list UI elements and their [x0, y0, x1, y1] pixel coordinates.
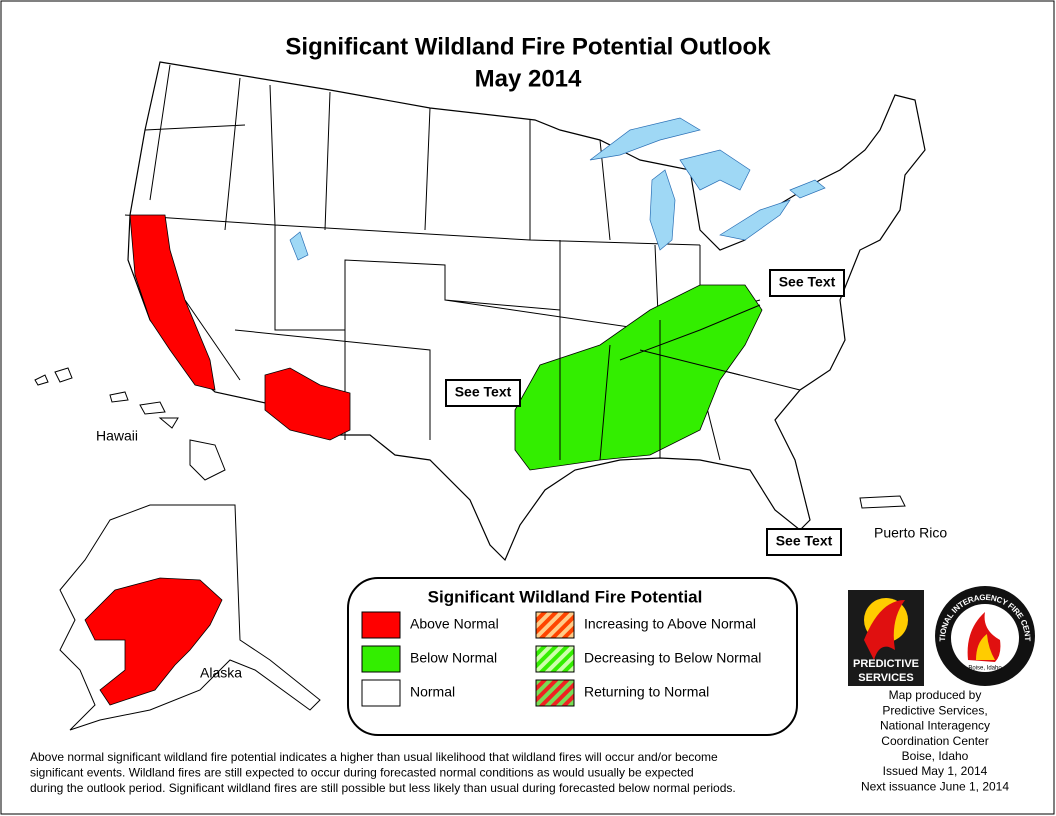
see-text: See Text	[455, 384, 512, 400]
credit-line: Map produced by	[889, 688, 982, 702]
footnote-line: significant events. Wildland fires are s…	[30, 766, 694, 780]
puerto-rico	[859, 495, 906, 509]
hawaii-islands	[34, 367, 226, 481]
legend-swatch	[361, 679, 401, 707]
credit-line: Coordination Center	[881, 734, 988, 748]
see-text-box: See Text	[769, 269, 845, 297]
above-normal-california	[129, 214, 216, 391]
above-normal-arizona	[264, 367, 351, 441]
logo-text: Boise, Idaho	[968, 666, 1002, 672]
legend-items: Above Normal Below Normal Normal Increasing…	[361, 611, 761, 707]
state-lines-overlay	[559, 304, 761, 461]
footnote-line: during the outlook period. Significant w…	[30, 781, 736, 795]
footnote-line: Above normal significant wildland fire p…	[30, 750, 718, 764]
map-label: Alaska	[200, 665, 242, 681]
see-text: See Text	[779, 274, 836, 290]
legend-swatch	[361, 611, 401, 639]
footnote: Above normal significant wildland fire p…	[30, 750, 736, 795]
credit-line: Predictive Services,	[882, 703, 987, 717]
logo-text: PREDICTIVE	[853, 658, 919, 670]
legend-swatch	[535, 679, 575, 707]
legend-swatch	[535, 645, 575, 673]
great-lakes	[289, 117, 826, 261]
conus	[127, 61, 926, 562]
map-label: Hawaii	[96, 428, 138, 444]
legend-label: Above Normal	[410, 616, 499, 632]
credit-line: Boise, Idaho	[902, 749, 969, 763]
legend-label: Decreasing to Below Normal	[584, 650, 761, 666]
legend-label: Below Normal	[410, 650, 497, 666]
credit-line: Next issuance June 1, 2014	[861, 779, 1009, 793]
legend-swatch	[535, 611, 575, 639]
legend-label: Increasing to Above Normal	[584, 616, 756, 632]
legend-label: Returning to Normal	[584, 684, 709, 700]
see-text: See Text	[776, 533, 833, 549]
see-text-box: See Text	[766, 528, 842, 556]
legend-label: Normal	[410, 684, 455, 700]
logo-text: SERVICES	[858, 672, 913, 684]
subtitle: May 2014	[475, 65, 582, 92]
credit-line: Issued May 1, 2014	[883, 764, 988, 778]
title: Significant Wildland Fire Potential Outl…	[285, 33, 771, 60]
predictive-services-logo: PREDICTIVE SERVICES	[848, 590, 924, 686]
map-label: Puerto Rico	[874, 525, 947, 541]
above-normal-alaska	[84, 577, 223, 706]
below-normal-southeast	[514, 284, 763, 471]
credit-line: National Interagency	[880, 719, 990, 733]
legend-swatch	[361, 645, 401, 673]
see-text-box: See Text	[445, 379, 521, 407]
legend-title: Significant Wildland Fire Potential	[428, 587, 703, 606]
